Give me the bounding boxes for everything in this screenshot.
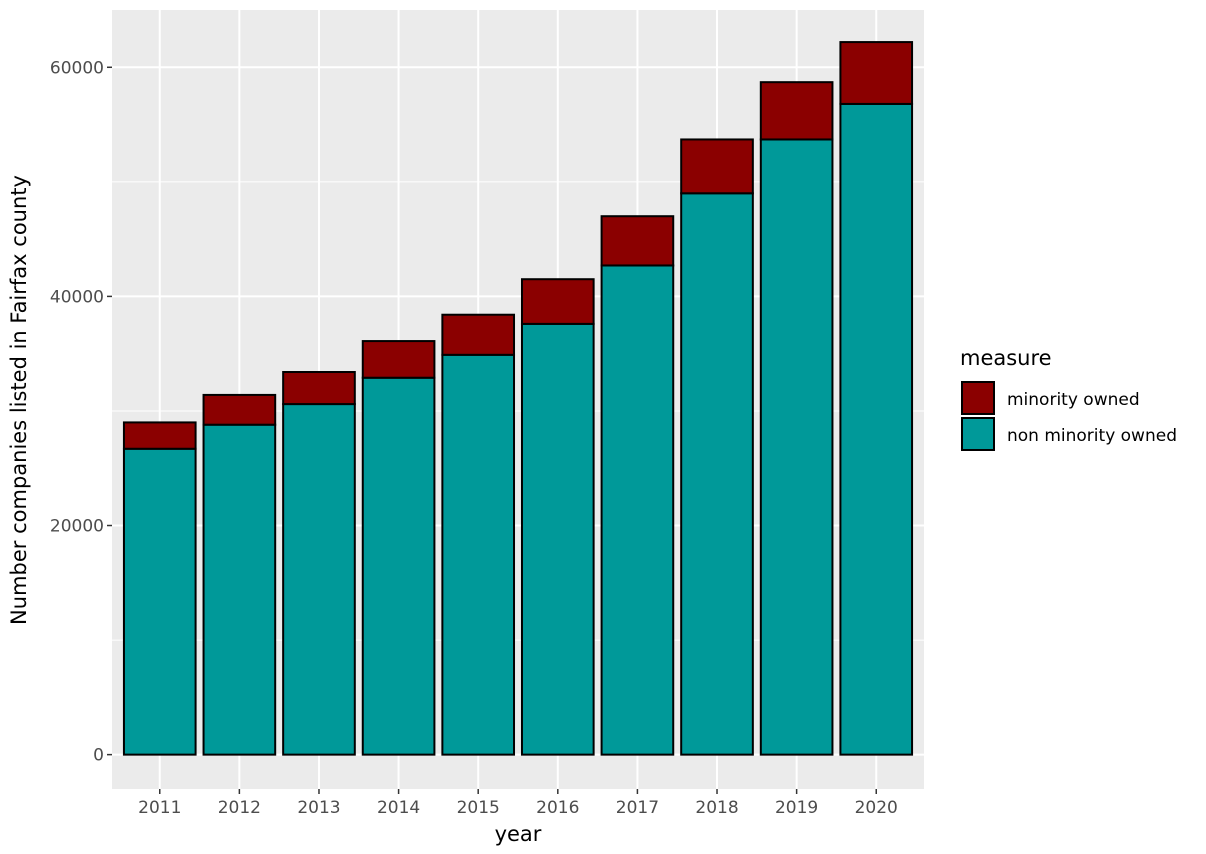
x-tick-label: 2011 bbox=[138, 798, 181, 818]
y-tick-label: 0 bbox=[93, 746, 104, 766]
bar-minority-owned-2013 bbox=[282, 371, 356, 406]
legend: measure minority owned non minority owned bbox=[960, 346, 1177, 451]
bar-non-minority-owned-2016 bbox=[520, 322, 595, 756]
bar-minority-owned-2011 bbox=[122, 421, 197, 450]
x-tick-label: 2016 bbox=[536, 798, 579, 818]
bars-group bbox=[122, 41, 914, 756]
legend-swatch-non-minority-owned bbox=[961, 417, 995, 451]
bar-minority-owned-2018 bbox=[680, 138, 754, 195]
legend-title: measure bbox=[960, 346, 1052, 370]
x-axis: 2011 2012 2013 2014 2015 2016 2017 2018 2019 2020 bbox=[138, 789, 898, 818]
bar-minority-owned-2012 bbox=[202, 393, 277, 426]
bar-non-minority-owned-2017 bbox=[600, 264, 675, 756]
x-tick-label: 2017 bbox=[616, 798, 659, 818]
legend-label-minority-owned: minority owned bbox=[1007, 390, 1140, 410]
x-tick-label: 2013 bbox=[297, 798, 340, 818]
bar-non-minority-owned-2011 bbox=[122, 447, 197, 756]
bar-minority-owned-2016 bbox=[520, 278, 595, 325]
bar-minority-owned-2017 bbox=[600, 215, 675, 267]
bar-minority-owned-2020 bbox=[839, 41, 914, 105]
x-tick-label: 2020 bbox=[855, 798, 898, 818]
bar-non-minority-owned-2014 bbox=[361, 376, 436, 756]
legend-swatch-minority-owned bbox=[961, 381, 995, 415]
y-tick-label: 60000 bbox=[50, 58, 104, 78]
x-tick-label: 2018 bbox=[695, 798, 738, 818]
legend-label-non-minority-owned: non minority owned bbox=[1007, 426, 1177, 446]
y-axis: 0 20000 40000 60000 bbox=[50, 58, 112, 766]
bar-non-minority-owned-2020 bbox=[839, 102, 914, 756]
bar-non-minority-owned-2018 bbox=[680, 192, 754, 756]
y-tick-label: 40000 bbox=[50, 287, 104, 307]
y-tick-label: 20000 bbox=[50, 517, 104, 537]
bar-non-minority-owned-2015 bbox=[441, 353, 516, 756]
bar-minority-owned-2015 bbox=[441, 313, 516, 356]
bar-non-minority-owned-2019 bbox=[759, 138, 834, 756]
bar-non-minority-owned-2013 bbox=[282, 403, 356, 756]
bar-minority-owned-2019 bbox=[759, 81, 834, 141]
x-tick-label: 2019 bbox=[775, 798, 818, 818]
x-tick-label: 2014 bbox=[377, 798, 420, 818]
x-axis-title: year bbox=[495, 822, 542, 846]
x-tick-label: 2012 bbox=[218, 798, 261, 818]
x-tick-label: 2015 bbox=[457, 798, 500, 818]
legend-items: minority owned non minority owned bbox=[961, 381, 1177, 451]
y-axis-title: Number companies listed in Fairfax count… bbox=[7, 175, 31, 625]
bar-non-minority-owned-2012 bbox=[202, 423, 277, 756]
bar-minority-owned-2014 bbox=[361, 340, 436, 379]
